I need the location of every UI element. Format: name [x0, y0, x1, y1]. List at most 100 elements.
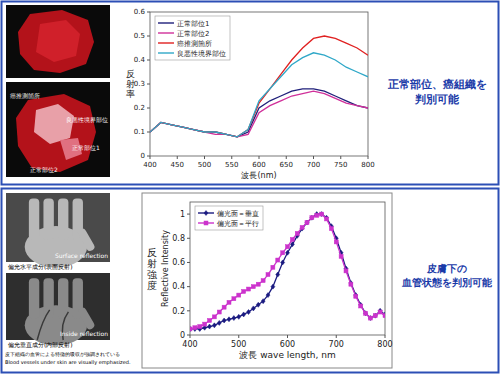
tick [147, 12, 150, 13]
marker [320, 212, 324, 217]
tick-label: 800 [377, 340, 392, 349]
photo-label: 良悪性境界部位 [66, 116, 108, 123]
tick-label: 0 [180, 331, 185, 340]
marker [190, 327, 192, 331]
marker [310, 216, 314, 220]
tick [238, 335, 239, 338]
tick-label: 700 [307, 161, 320, 169]
photo-caption: 皮下組織の血管による特徴的吸収が強調されている [5, 351, 120, 357]
marker [251, 285, 255, 289]
tick-label: 0.4 [172, 282, 185, 291]
tick [147, 108, 150, 109]
marker [227, 317, 231, 322]
conclusion: 血管状態を判別可能 [401, 277, 493, 288]
finger [43, 199, 53, 240]
tick-label: 750 [334, 161, 347, 169]
tick-label: 700 [329, 340, 344, 349]
tick [368, 156, 369, 159]
tick-label: 0.3 [134, 80, 145, 88]
axis-label: Reflective Intensity [161, 230, 170, 307]
conclusion: 判別可能 [414, 93, 460, 106]
tick-label: 0.6 [134, 8, 146, 16]
chart-frame [142, 193, 392, 368]
tick [259, 156, 260, 159]
marker [190, 326, 192, 331]
marker [286, 250, 290, 255]
marker [198, 325, 202, 329]
marker [204, 211, 208, 216]
legend [195, 206, 263, 230]
marker [281, 251, 285, 255]
line [150, 36, 368, 137]
tick [147, 84, 150, 85]
tick-label: 600 [252, 161, 265, 169]
legend [155, 16, 230, 60]
legend-label: 偏光面＝平行 [217, 220, 259, 228]
marker [212, 315, 216, 319]
marker [334, 240, 338, 244]
tick [177, 156, 178, 159]
tick-label: 0.1 [134, 128, 145, 136]
marker [364, 311, 368, 315]
chart: 00.10.20.30.40.50.6400450500550600650700… [126, 8, 375, 180]
marker [276, 272, 280, 277]
photo-label: 正常部位1 [72, 144, 100, 151]
marker [295, 231, 299, 235]
tissue [36, 20, 80, 62]
tick-label: 1 [180, 210, 185, 219]
marker [232, 316, 236, 321]
tick-label: 0.5 [134, 32, 145, 40]
photo [6, 5, 110, 78]
marker [305, 221, 309, 225]
tick-label: 400 [143, 161, 156, 169]
tick-label: 600 [280, 340, 295, 349]
legend-swatch [158, 22, 174, 23]
photo-caption: Inside reflection [60, 330, 108, 337]
marker [276, 258, 280, 262]
marker [261, 299, 265, 304]
chart: 00.20.40.60.81400500600700800波長 wave len… [142, 193, 393, 368]
figure: 癌推測箇所良悪性境界部位正常部位1正常部位2正常部位、癌組織を判別可能Surfa… [0, 0, 500, 375]
photo-caption: Surface reflection [55, 252, 108, 259]
tick [147, 36, 150, 37]
conclusion: 正常部位、癌組織を [387, 78, 487, 91]
marker [247, 287, 251, 291]
marker [271, 265, 275, 269]
tick [187, 286, 190, 287]
marker [349, 282, 353, 286]
photo-label: 癌推測箇所 [10, 92, 40, 99]
marker [193, 326, 197, 331]
photo-label: 正常部位2 [30, 166, 58, 173]
marker [325, 215, 329, 220]
finger [58, 278, 68, 318]
tick [385, 335, 386, 338]
marker [286, 245, 290, 249]
marker [373, 313, 377, 318]
marker [281, 260, 285, 265]
tick [313, 156, 314, 159]
marker [364, 311, 368, 316]
marker [373, 314, 377, 318]
marker [315, 213, 319, 217]
marker [261, 279, 265, 283]
tick [187, 214, 190, 215]
marker [300, 226, 304, 231]
legend-label: 良悪性境界部位 [177, 50, 226, 58]
marker [227, 300, 231, 304]
marker [339, 254, 343, 258]
legend-swatch [158, 52, 174, 53]
tick-label: 0.4 [134, 56, 146, 64]
marker [242, 312, 246, 317]
finger [29, 199, 39, 240]
marker [212, 323, 216, 328]
tick [147, 60, 150, 61]
marker [242, 289, 246, 293]
photo-caption: Blood vessels under skin are visually em… [5, 359, 131, 366]
photo-caption: 偏光垂直成分(内部反射) [8, 341, 73, 348]
marker [383, 314, 385, 318]
marker [232, 297, 236, 301]
marker [378, 310, 382, 314]
marker [208, 318, 212, 322]
finger [29, 278, 39, 318]
marker [251, 306, 255, 311]
